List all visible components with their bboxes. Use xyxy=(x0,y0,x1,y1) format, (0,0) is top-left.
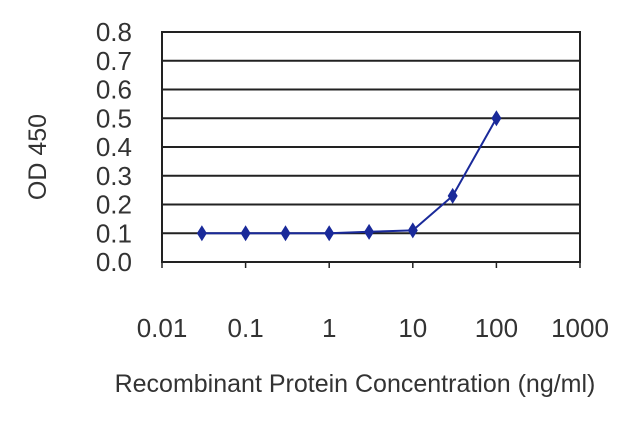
x-tick-label: 1 xyxy=(322,313,336,343)
data-point xyxy=(324,225,335,242)
y-tick-label: 0.5 xyxy=(96,103,132,133)
x-tick-label: 0.01 xyxy=(137,313,188,343)
data-point xyxy=(280,225,291,242)
x-tick-label: 100 xyxy=(475,313,518,343)
data-point xyxy=(491,110,502,127)
data-point xyxy=(447,187,458,204)
y-tick-label: 0.2 xyxy=(96,190,132,220)
plot-frame xyxy=(161,31,581,263)
y-tick-label: 0.8 xyxy=(96,17,132,47)
data-point xyxy=(240,225,251,242)
y-tick-label: 0.6 xyxy=(96,75,132,105)
data-point xyxy=(364,223,375,240)
data-point xyxy=(407,222,418,239)
y-tick-labels: 0.00.10.20.30.40.50.60.70.8 xyxy=(96,17,132,277)
series xyxy=(196,110,502,242)
y-tick-label: 0.0 xyxy=(96,247,132,277)
x-tick-label: 1000 xyxy=(551,313,609,343)
y-axis-label: OD 450 xyxy=(24,114,52,200)
x-tick-labels: 0.01 0.1 1 10 100 1000 xyxy=(137,262,609,343)
y-tick-label: 0.1 xyxy=(96,218,132,248)
y-tick-label: 0.7 xyxy=(96,46,132,76)
y-tick-label: 0.4 xyxy=(96,132,132,162)
series-line xyxy=(201,117,498,235)
data-point xyxy=(196,225,207,242)
x-axis-label: Recombinant Protein Concentration (ng/ml… xyxy=(115,370,596,398)
grid-lines xyxy=(162,59,580,235)
x-tick-label: 10 xyxy=(398,313,427,343)
y-tick-label: 0.3 xyxy=(96,161,132,191)
x-tick-label: 0.1 xyxy=(228,313,264,343)
